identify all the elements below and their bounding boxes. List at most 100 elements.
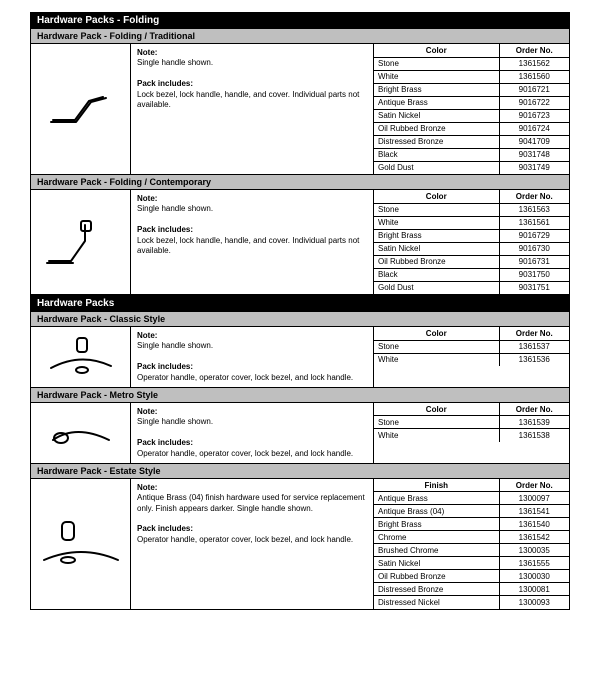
order-number: 1361541: [499, 505, 569, 518]
options-table: ColorOrder No. Stone 1361539 White 13615…: [374, 403, 569, 442]
note-label: Note:: [137, 483, 157, 492]
option-name: Chrome: [374, 531, 499, 544]
order-number: 1361563: [499, 203, 569, 216]
note-text: Single handle shown.: [137, 341, 213, 350]
table-row: Chrome 1361542: [374, 531, 569, 544]
options-cell: FinishOrder No. Antique Brass 1300097 An…: [374, 479, 569, 609]
includes-label: Pack includes:: [137, 438, 193, 447]
order-number: 9016722: [499, 96, 569, 109]
table-row: Antique Brass 1300097: [374, 492, 569, 505]
option-name: Antique Brass: [374, 492, 499, 505]
options-cell: ColorOrder No. Stone 1361563 White 13615…: [374, 190, 569, 294]
order-number: 1361539: [499, 416, 569, 429]
option-name: Black: [374, 268, 499, 281]
includes-label: Pack includes:: [137, 225, 193, 234]
section-header: Hardware Packs: [30, 295, 570, 312]
order-number: 1361537: [499, 340, 569, 353]
table-row: Satin Nickel 9016730: [374, 242, 569, 255]
order-number: 9041709: [499, 135, 569, 148]
order-number: 1361538: [499, 429, 569, 442]
table-row: Bright Brass 9016729: [374, 229, 569, 242]
options-table: FinishOrder No. Antique Brass 1300097 An…: [374, 479, 569, 609]
table-row: Black 9031748: [374, 148, 569, 161]
table-row: White 1361561: [374, 216, 569, 229]
table-row: Distressed Nickel 1300093: [374, 596, 569, 609]
option-name: Bright Brass: [374, 229, 499, 242]
col1-header: Color: [374, 327, 499, 340]
pack-row: Note: Antique Brass (04) finish hardware…: [30, 479, 570, 610]
option-name: White: [374, 70, 499, 83]
pack-subheader: Hardware Pack - Folding / Traditional: [30, 29, 570, 44]
options-cell: ColorOrder No. Stone 1361562 White 13615…: [374, 44, 569, 174]
order-number: 1361542: [499, 531, 569, 544]
option-name: Antique Brass: [374, 96, 499, 109]
order-number: 9016721: [499, 83, 569, 96]
includes-text: Operator handle, operator cover, lock be…: [137, 373, 353, 382]
option-name: Distressed Nickel: [374, 596, 499, 609]
order-number: 9031749: [499, 161, 569, 174]
pack-subheader: Hardware Pack - Metro Style: [30, 388, 570, 403]
note-label: Note:: [137, 331, 157, 340]
option-name: White: [374, 353, 499, 366]
pack-subheader: Hardware Pack - Classic Style: [30, 312, 570, 327]
includes-label: Pack includes:: [137, 362, 193, 371]
col2-header: Order No.: [499, 44, 569, 57]
option-name: Brushed Chrome: [374, 544, 499, 557]
order-number: 1361561: [499, 216, 569, 229]
option-name: Black: [374, 148, 499, 161]
table-row: Antique Brass (04) 1361541: [374, 505, 569, 518]
pack-description: Note: Single handle shown. Pack includes…: [131, 327, 374, 387]
col2-header: Order No.: [499, 327, 569, 340]
option-name: White: [374, 216, 499, 229]
includes-label: Pack includes:: [137, 524, 193, 533]
col2-header: Order No.: [499, 403, 569, 416]
col1-header: Color: [374, 44, 499, 57]
order-number: 1361540: [499, 518, 569, 531]
note-text: Single handle shown.: [137, 58, 213, 67]
options-table: ColorOrder No. Stone 1361563 White 13615…: [374, 190, 569, 294]
pack-description: Note: Antique Brass (04) finish hardware…: [131, 479, 374, 609]
note-label: Note:: [137, 48, 157, 57]
col1-header: Color: [374, 403, 499, 416]
option-name: White: [374, 429, 499, 442]
col1-header: Finish: [374, 479, 499, 492]
option-name: Gold Dust: [374, 161, 499, 174]
order-number: 1361562: [499, 57, 569, 70]
handle-folding-contemporary-icon: [31, 190, 131, 294]
option-name: Bright Brass: [374, 518, 499, 531]
table-row: Stone 1361539: [374, 416, 569, 429]
note-text: Antique Brass (04) finish hardware used …: [137, 493, 365, 512]
pack-subheader: Hardware Pack - Folding / Contemporary: [30, 175, 570, 190]
handle-classic-icon: [31, 327, 131, 387]
table-row: Antique Brass 9016722: [374, 96, 569, 109]
order-number: 1361560: [499, 70, 569, 83]
table-row: White 1361538: [374, 429, 569, 442]
order-number: 9031748: [499, 148, 569, 161]
order-number: 9016731: [499, 255, 569, 268]
option-name: Oil Rubbed Bronze: [374, 570, 499, 583]
table-row: Brushed Chrome 1300035: [374, 544, 569, 557]
order-number: 1361536: [499, 353, 569, 366]
option-name: Bright Brass: [374, 83, 499, 96]
option-name: Distressed Bronze: [374, 583, 499, 596]
option-name: Stone: [374, 340, 499, 353]
includes-text: Lock bezel, lock handle, handle, and cov…: [137, 236, 359, 255]
option-name: Oil Rubbed Bronze: [374, 255, 499, 268]
order-number: 1300093: [499, 596, 569, 609]
order-number: 1300030: [499, 570, 569, 583]
order-number: 9016724: [499, 122, 569, 135]
handle-estate-icon: [31, 479, 131, 609]
pack-row: Note: Single handle shown. Pack includes…: [30, 327, 570, 388]
pack-subheader: Hardware Pack - Estate Style: [30, 464, 570, 479]
order-number: 1300097: [499, 492, 569, 505]
table-row: White 1361560: [374, 70, 569, 83]
col2-header: Order No.: [499, 190, 569, 203]
options-cell: ColorOrder No. Stone 1361537 White 13615…: [374, 327, 569, 387]
table-row: Stone 1361563: [374, 203, 569, 216]
option-name: Antique Brass (04): [374, 505, 499, 518]
table-row: Black 9031750: [374, 268, 569, 281]
pack-row: Note: Single handle shown. Pack includes…: [30, 190, 570, 295]
note-text: Single handle shown.: [137, 204, 213, 213]
option-name: Stone: [374, 57, 499, 70]
table-row: Satin Nickel 9016723: [374, 109, 569, 122]
